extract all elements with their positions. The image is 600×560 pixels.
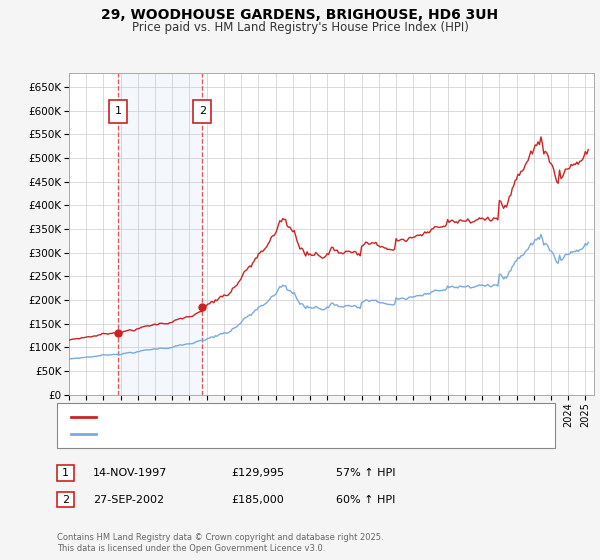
Text: £129,995: £129,995 (231, 468, 284, 478)
Bar (118, 73, 202, 395)
Text: Price paid vs. HM Land Registry's House Price Index (HPI): Price paid vs. HM Land Registry's House … (131, 21, 469, 34)
Text: 2: 2 (62, 494, 69, 505)
Text: 14-NOV-1997: 14-NOV-1997 (93, 468, 167, 478)
Text: 2: 2 (199, 106, 206, 116)
Text: 1: 1 (115, 106, 122, 116)
Text: 29, WOODHOUSE GARDENS, BRIGHOUSE, HD6 3UH (detached house): 29, WOODHOUSE GARDENS, BRIGHOUSE, HD6 3U… (101, 412, 464, 422)
Text: 29, WOODHOUSE GARDENS, BRIGHOUSE, HD6 3UH: 29, WOODHOUSE GARDENS, BRIGHOUSE, HD6 3U… (101, 8, 499, 22)
Text: 27-SEP-2002: 27-SEP-2002 (93, 494, 164, 505)
Text: 1: 1 (62, 468, 69, 478)
Text: 57% ↑ HPI: 57% ↑ HPI (336, 468, 395, 478)
Text: £185,000: £185,000 (231, 494, 284, 505)
Text: HPI: Average price, detached house, Calderdale: HPI: Average price, detached house, Cald… (101, 429, 350, 439)
Text: Contains HM Land Registry data © Crown copyright and database right 2025.
This d: Contains HM Land Registry data © Crown c… (57, 533, 383, 553)
Text: 60% ↑ HPI: 60% ↑ HPI (336, 494, 395, 505)
